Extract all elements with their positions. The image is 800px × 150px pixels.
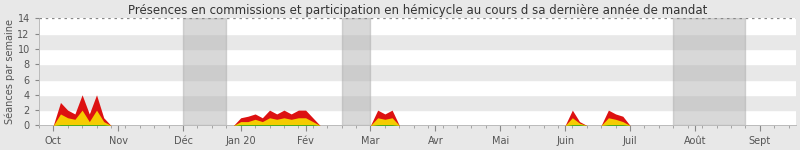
Bar — [674, 18, 746, 125]
Y-axis label: Séances par semaine: Séances par semaine — [4, 19, 14, 124]
Bar — [342, 18, 370, 125]
Bar — [39, 18, 796, 34]
Bar — [39, 80, 796, 95]
Bar — [39, 64, 796, 80]
Bar — [183, 18, 226, 125]
Bar — [39, 49, 796, 64]
Bar — [39, 34, 796, 49]
Bar — [39, 95, 796, 110]
Bar — [39, 110, 796, 125]
Title: Présences en commissions et participation en hémicycle au cours d sa dernière an: Présences en commissions et participatio… — [128, 4, 707, 17]
